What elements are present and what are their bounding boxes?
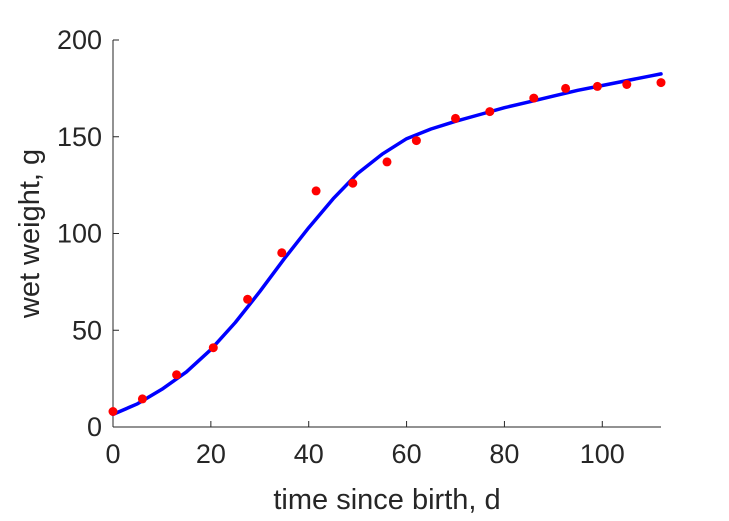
x-tick-label: 80 — [489, 439, 519, 469]
y-tick-label: 50 — [72, 315, 102, 345]
x-tick-label: 40 — [294, 439, 324, 469]
data-point — [277, 248, 287, 258]
y-tick-label: 150 — [57, 122, 102, 152]
data-point — [451, 113, 460, 123]
data-point — [243, 294, 253, 304]
data-point — [348, 178, 358, 188]
data-point — [485, 107, 495, 117]
x-tick-label: 100 — [580, 439, 625, 469]
data-point — [592, 81, 602, 91]
fit-curve-line — [111, 72, 663, 417]
data-point — [411, 136, 421, 146]
x-tick-label: 20 — [196, 439, 226, 469]
data-point — [208, 343, 218, 353]
x-tick-label: 60 — [392, 439, 422, 469]
data-point — [108, 407, 118, 416]
data-point — [561, 83, 571, 93]
data-point — [656, 78, 666, 88]
data-point — [311, 186, 321, 196]
y-tick-label: 200 — [57, 25, 102, 55]
plot-area — [108, 72, 666, 417]
x-axis-label: time since birth, d — [273, 484, 500, 516]
axes: 0 20 40 60 80 100 0 50 100 150 200 — [57, 25, 661, 469]
data-point — [137, 394, 147, 404]
x-tick-label: 0 — [105, 439, 120, 469]
data-point — [172, 370, 182, 380]
data-point — [382, 157, 392, 167]
data-point — [529, 93, 539, 103]
y-axis-label: wet weight, g — [14, 149, 46, 319]
y-tick-label: 0 — [87, 412, 102, 442]
data-point — [622, 80, 632, 89]
y-tick-label: 100 — [57, 219, 102, 249]
